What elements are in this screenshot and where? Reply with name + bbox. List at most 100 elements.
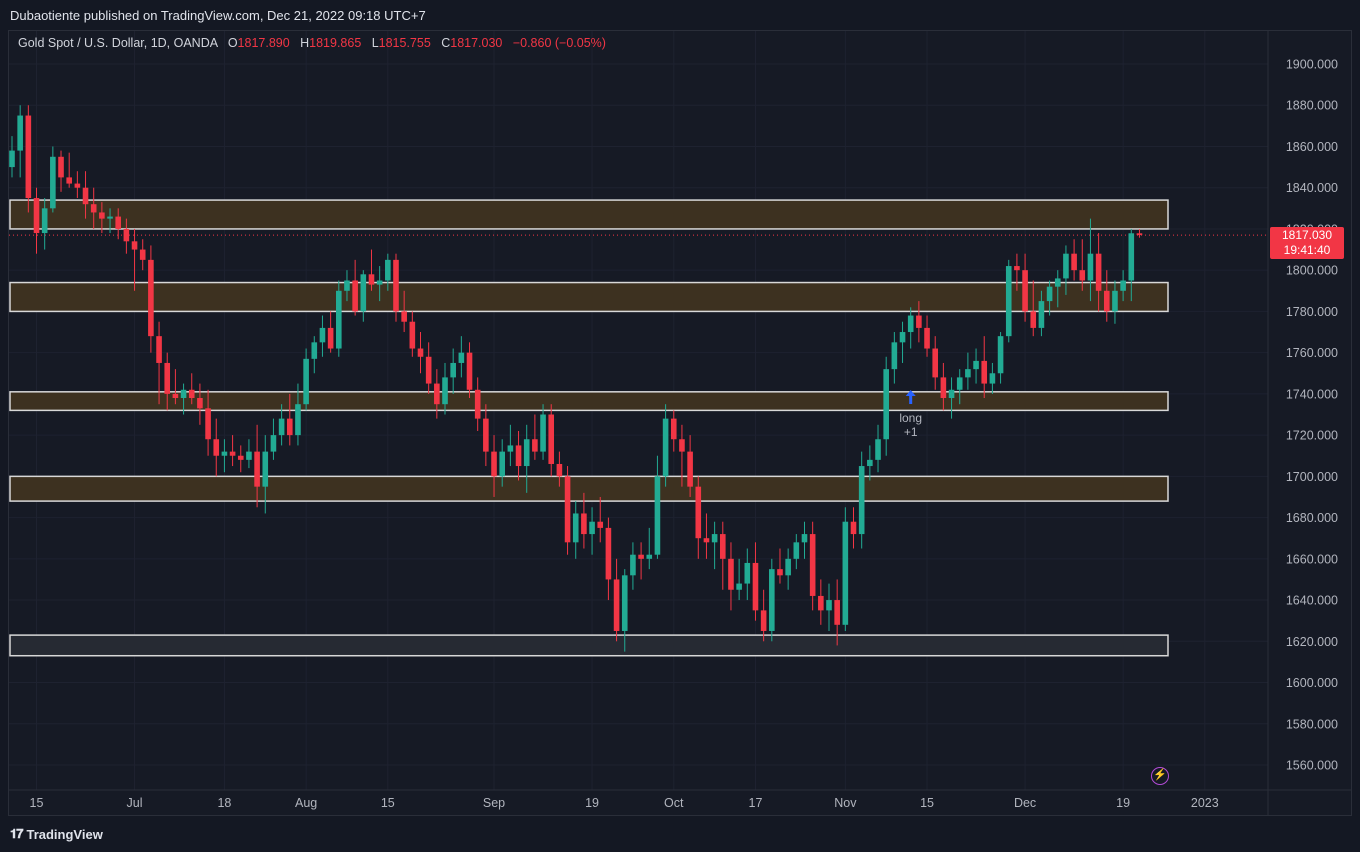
high-value: 1819.865 xyxy=(309,36,362,50)
candle-body xyxy=(515,445,522,467)
candle-body xyxy=(956,377,963,390)
signal-label: long xyxy=(899,411,922,425)
candle-body xyxy=(613,579,620,631)
candle-body xyxy=(434,383,440,405)
candle-body xyxy=(311,342,318,359)
candle-body xyxy=(1103,290,1110,312)
x-tick-label: 15 xyxy=(381,796,395,810)
candle-body xyxy=(376,280,383,285)
candle-body xyxy=(948,389,955,399)
zone-rectangle xyxy=(9,281,1169,313)
candle-body xyxy=(1022,270,1028,312)
candle-body xyxy=(483,418,489,452)
candle-body xyxy=(237,455,244,460)
candle-body xyxy=(973,360,979,370)
candle-body xyxy=(327,327,334,349)
candle-body xyxy=(891,342,898,370)
candle-body xyxy=(965,369,971,378)
candle-body xyxy=(1071,253,1077,271)
x-tick-label: Sep xyxy=(483,796,505,810)
candle-body xyxy=(74,183,81,188)
candle-body xyxy=(646,554,653,559)
candle-body xyxy=(123,228,130,242)
candle-body xyxy=(1112,290,1118,312)
candle-body xyxy=(180,389,187,399)
high-label: H xyxy=(300,36,310,50)
current-price-value: 1817.030 xyxy=(1281,228,1333,242)
candle-body xyxy=(246,451,252,460)
candle-body xyxy=(703,538,710,543)
candle-body xyxy=(9,150,15,168)
footer-bar xyxy=(0,816,1360,852)
candle-body xyxy=(670,418,677,440)
zone-rectangle xyxy=(9,199,1169,230)
candle-body xyxy=(262,451,269,487)
change-value: −0.860 (−0.05%) xyxy=(512,36,606,50)
y-tick-label: 1840.000 xyxy=(1286,181,1338,195)
candle-body xyxy=(785,558,791,576)
candle-body xyxy=(1120,280,1126,291)
candle-body xyxy=(205,408,211,440)
symbol-legend: Gold Spot / U.S. Dollar, 1D, OANDA O1817… xyxy=(18,36,606,50)
chart-frame[interactable] xyxy=(8,30,1352,816)
x-tick-label: 15 xyxy=(920,796,934,810)
y-tick-label: 1600.000 xyxy=(1286,676,1338,690)
y-tick-label: 1580.000 xyxy=(1286,717,1338,731)
candle-body xyxy=(213,439,220,456)
candle-body xyxy=(523,439,530,467)
candle-body xyxy=(556,463,563,477)
candle-body xyxy=(417,348,424,357)
candle-body xyxy=(278,418,285,436)
candle-body xyxy=(744,562,751,584)
candle-body xyxy=(458,352,465,363)
candle-body xyxy=(597,521,604,528)
candle-body xyxy=(532,439,538,452)
close-label: C xyxy=(441,36,451,50)
candle-body xyxy=(499,451,505,477)
candle-body xyxy=(1046,286,1053,302)
y-tick-label: 1620.000 xyxy=(1286,635,1338,649)
candle-body xyxy=(932,348,939,378)
candle-body xyxy=(1038,301,1045,328)
low-label: L xyxy=(371,36,379,50)
candle-body xyxy=(352,280,358,312)
candle-body xyxy=(41,208,48,234)
candle-body xyxy=(442,377,448,405)
x-tick-label: Oct xyxy=(664,796,684,810)
candle-body xyxy=(793,542,800,559)
candle-body xyxy=(924,327,930,349)
candle-body xyxy=(654,476,661,555)
bar-countdown: 19:41:40 xyxy=(1283,243,1331,257)
candle-body xyxy=(989,373,996,384)
y-tick-label: 1740.000 xyxy=(1286,387,1338,401)
y-tick-label: 1720.000 xyxy=(1286,429,1338,443)
candle-body xyxy=(679,439,685,452)
candle-body xyxy=(360,274,367,312)
candle-body xyxy=(82,187,89,205)
y-tick-label: 1800.000 xyxy=(1286,264,1338,278)
y-tick-label: 1760.000 xyxy=(1286,346,1338,360)
candle-body xyxy=(711,534,718,543)
candle-body xyxy=(1054,278,1061,287)
candle-body xyxy=(1087,253,1094,281)
lightning-icon[interactable]: ⚡ xyxy=(1151,767,1169,785)
candle-body xyxy=(850,521,857,535)
candle-body xyxy=(883,369,889,440)
candle-body xyxy=(344,280,350,291)
candle-body xyxy=(172,393,179,399)
candle-body xyxy=(50,156,56,209)
symbol-name: Gold Spot / U.S. Dollar, 1D, OANDA xyxy=(18,36,218,50)
open-label: O xyxy=(227,36,238,50)
candle-body xyxy=(687,451,693,487)
candle-body xyxy=(401,311,407,322)
candle-body xyxy=(507,445,514,452)
candle-body xyxy=(801,534,808,543)
tradingview-brand[interactable]: 𝟏𝟕 TradingView xyxy=(10,826,103,842)
candle-body xyxy=(858,466,865,535)
candle-body xyxy=(295,404,301,436)
candle-body xyxy=(319,327,326,343)
candle-body xyxy=(450,362,456,378)
candle-body xyxy=(777,569,783,576)
x-tick-label: Jul xyxy=(127,796,143,810)
